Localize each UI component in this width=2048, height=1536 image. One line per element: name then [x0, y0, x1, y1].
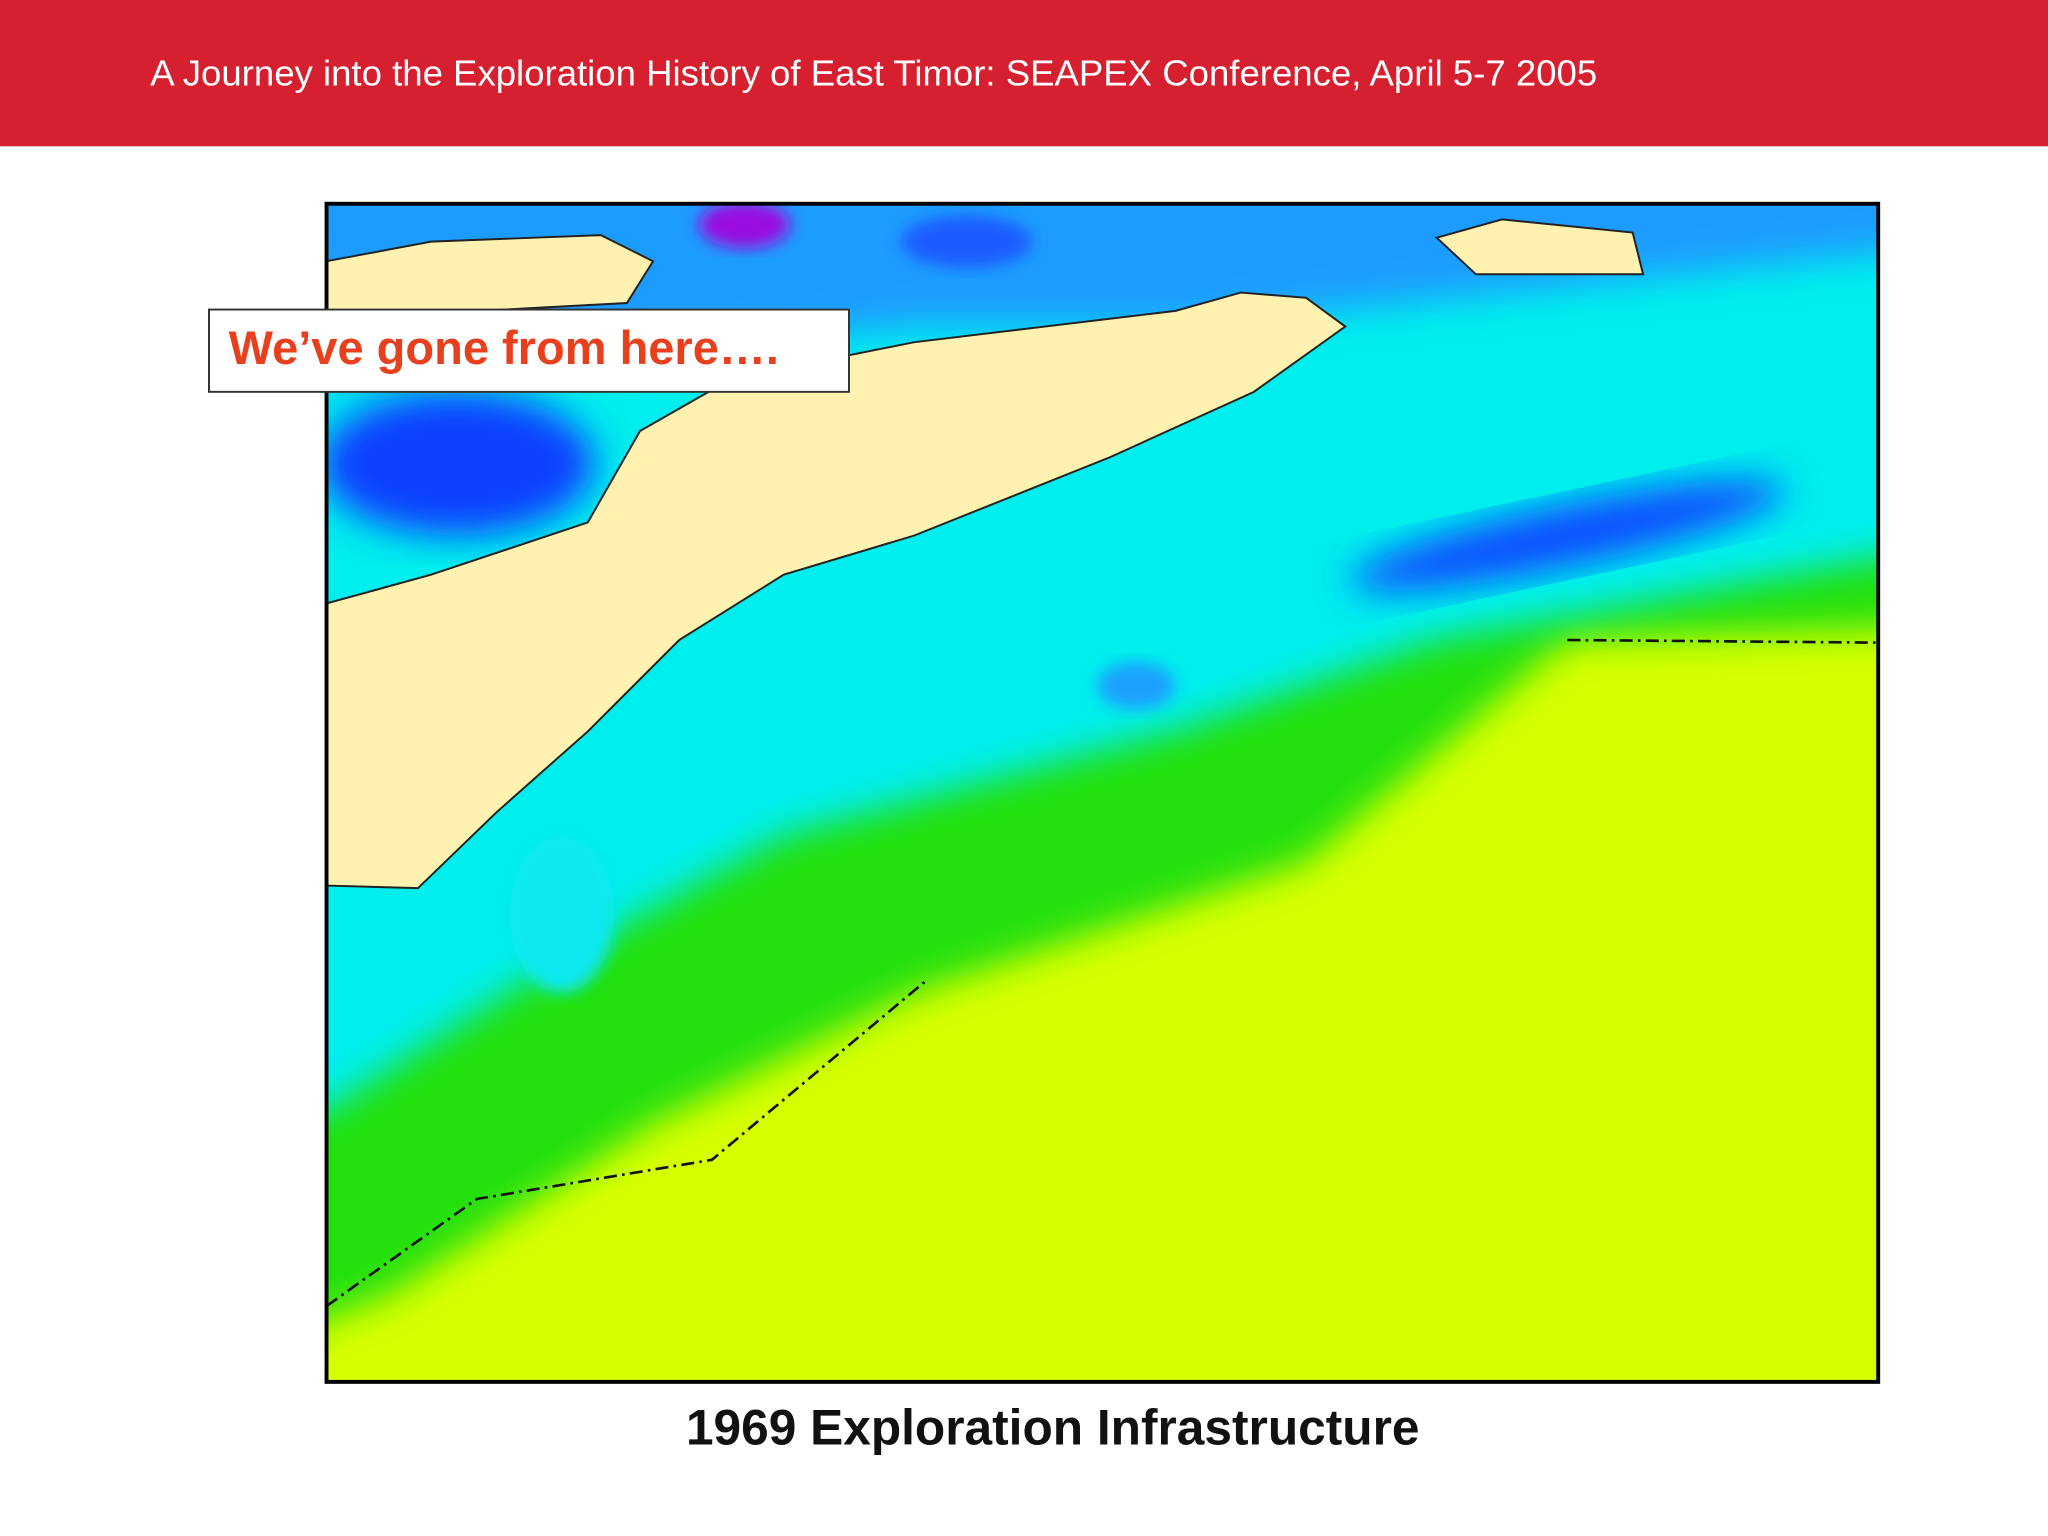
deep-basin: [1350, 480, 1785, 591]
deep-basin: [326, 391, 595, 536]
timor-island: [326, 291, 1347, 890]
deep-basin: [698, 203, 791, 249]
trough-basin: [509, 835, 614, 993]
caption: 1969 Exploration Infrastructure: [686, 1400, 1420, 1456]
map-frame: [324, 201, 1881, 1384]
header-title: A Journey into the Exploration History o…: [150, 52, 1597, 93]
deep-basin: [901, 215, 1032, 268]
callout-box: [208, 308, 850, 393]
trough-basin: [1097, 662, 1176, 710]
north-island: [1434, 218, 1645, 276]
map: [326, 203, 1879, 1382]
callout-text: We’ve gone from here….: [229, 321, 779, 374]
header-bar: [0, 0, 2048, 147]
